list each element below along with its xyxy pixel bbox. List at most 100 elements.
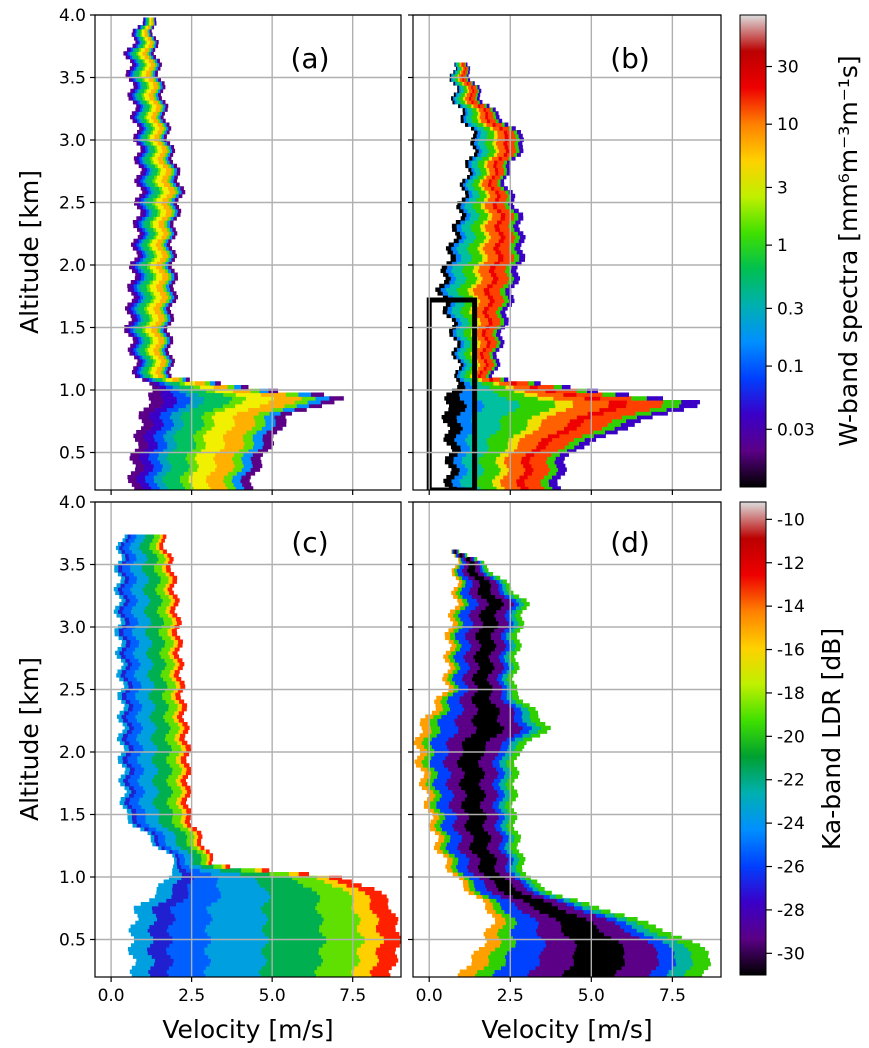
panel-c-spectra-cell [220, 868, 228, 873]
panel-a-spectra-cell [171, 358, 175, 364]
panel-c-spectra-cell [125, 782, 131, 787]
panel-c-spectra-cell [159, 587, 165, 592]
panel-c-spectra-cell [172, 838, 177, 843]
panel-c-spectra-cell [297, 905, 316, 911]
panel-a-spectra-cell [157, 167, 162, 172]
panel-c-spectra-cell [153, 797, 159, 802]
panel-a-spectra-cell [170, 362, 174, 367]
panel-b-spectra-cell [619, 411, 637, 416]
panel-b-spectra-cell [568, 430, 582, 435]
panel-c-spectra-cell [172, 632, 178, 637]
panel-b-spectra-cell [476, 107, 480, 112]
panel-b-spectra-cell [474, 250, 481, 255]
panel-b-spectra-cell [481, 407, 500, 412]
panel-c-spectra-cell [160, 654, 166, 659]
panel-c-spectra-cell [127, 594, 133, 599]
panel-b-spectra-cell [452, 295, 459, 300]
panel-c-spectra-cell [156, 594, 162, 599]
panel-b-spectra-cell [455, 253, 462, 259]
panel-b-spectra-cell [492, 156, 496, 161]
panel-a-spectra-cell [157, 456, 168, 461]
panel-a-spectra-cell [160, 332, 165, 337]
panel-c-spectra-cell [158, 902, 177, 907]
panel-a-spectra-cell [164, 310, 168, 315]
panel-c-spectra-cell [351, 905, 371, 911]
panel-b-spectra-cell [500, 310, 506, 315]
panel-c-spectra-cell [128, 950, 149, 956]
panel-c-spectra-cell [159, 613, 165, 618]
panel-a-spectra-cell [160, 156, 164, 161]
panel-b-spectra-cell [456, 355, 460, 360]
panel-a-spectra-cell [173, 422, 185, 427]
panel-c-spectra-cell [141, 650, 147, 656]
panel-c-spectra-cell [231, 917, 251, 922]
panel-a-spectra-cell [162, 130, 165, 135]
panel-b-spectra-cell [460, 115, 464, 120]
panel-b-spectra-cell [470, 92, 473, 97]
panel-b-spectra-cell [468, 115, 473, 120]
panel-a-spectra-cell [219, 471, 229, 476]
panel-a-spectra-cell [241, 426, 253, 431]
panel-b-spectra-cell [459, 231, 466, 236]
panel-c-spectra-cell [162, 770, 168, 776]
panel-b-spectra-cell [491, 190, 496, 195]
panel-c-spectra-cell [302, 954, 322, 959]
panel-c-spectra-cell [148, 748, 154, 753]
panel-c-spectra-cell [148, 594, 153, 599]
panel-a-spectra-cell [134, 321, 139, 326]
panel-b-spectra-cell [458, 66, 461, 71]
panel-c-spectra-cell [372, 909, 392, 914]
panel-a-spectra-cell [140, 77, 144, 82]
panel-b-spectra-cell [470, 280, 477, 285]
panel-a-spectra-cell [144, 291, 148, 296]
panel-b-spectra-cell [459, 366, 463, 371]
panel-b-spectra-cell [490, 130, 495, 135]
panel-a-spectra-cell [169, 287, 174, 292]
panel-c-spectra-cell [121, 557, 127, 562]
panel-b-spectra-cell [565, 407, 584, 412]
panel-a-spectra-cell [135, 272, 139, 277]
panel-b-spectra-cell [457, 351, 462, 356]
panel-a-spectra-cell [151, 17, 154, 22]
panel-c-spectra-cell [157, 583, 162, 588]
panel-a-spectra-cell [169, 377, 174, 382]
panel-a-spectra-cell [141, 246, 145, 251]
panel-c-spectra-cell [132, 755, 138, 761]
panel-c-spectra-cell [200, 845, 205, 851]
panel-a-spectra-cell [136, 355, 141, 360]
panel-b-spectra-cell [466, 212, 472, 217]
panel-b-spectra-cell [440, 268, 447, 274]
panel-a-spectra-cell [128, 478, 138, 484]
panel-b-spectra-cell [591, 415, 608, 420]
panel-a-spectra-cell [127, 302, 132, 307]
panel-b-spectra-cell [507, 141, 512, 146]
panel-b-spectra-cell [517, 445, 528, 450]
panel-a-spectra-cell [160, 212, 164, 217]
panel-a-spectra-cell [153, 422, 165, 427]
panel-c-spectra-cell [338, 947, 358, 952]
panel-a-spectra-cell [159, 265, 163, 270]
panel-a-spectra-cell [150, 62, 154, 67]
panel-a-spectra-cell [247, 411, 260, 416]
panel-c-spectra-cell [375, 924, 396, 929]
panel-c-spectra-cell [121, 647, 127, 652]
panel-b-spectra-cell [632, 407, 651, 412]
panel-c-spectra-cell [127, 755, 133, 761]
panel-b-spectra-cell [576, 415, 593, 420]
panel-a-spectra-cell [136, 111, 140, 116]
panel-c-spectra-cell [306, 935, 327, 941]
panel-b-spectra-cell [501, 122, 506, 127]
panel-c-spectra-cell [126, 609, 132, 614]
panel-c-spectra-cell [164, 729, 170, 734]
panel-a-spectra-cell [152, 111, 156, 116]
panel-a-spectra-cell [151, 332, 156, 337]
panel-a-spectra-cell [150, 141, 154, 146]
panel-a-spectra-cell [136, 475, 146, 480]
panel-b-spectra-cell [469, 103, 472, 109]
panel-b-spectra-cell [472, 111, 476, 116]
panel-a-spectra-cell [259, 407, 272, 412]
panel-a-spectra-cell [203, 437, 215, 442]
panel-a-spectra-cell [239, 448, 250, 454]
panel-b-spectra-cell [453, 291, 460, 296]
panel-c-spectra-cell [135, 808, 142, 813]
